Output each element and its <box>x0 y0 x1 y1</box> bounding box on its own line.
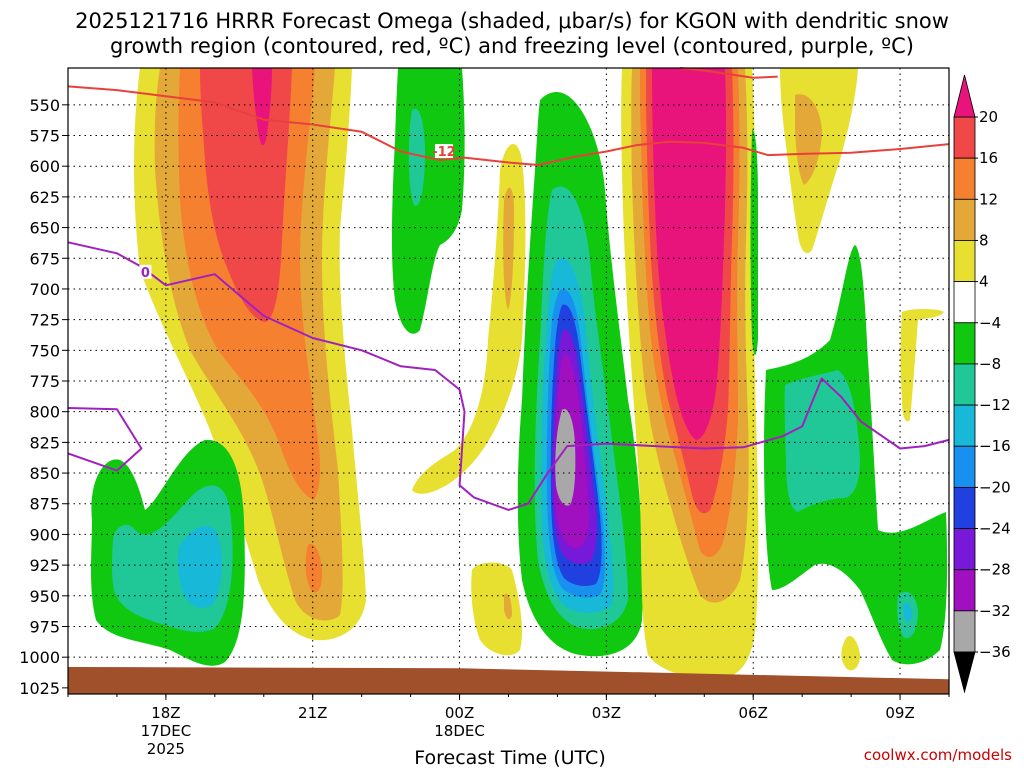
contour-line <box>67 85 950 166</box>
colorbar-swatch <box>953 569 976 612</box>
y-tick-label: 600 <box>29 157 60 176</box>
contour-label-red: -12 <box>432 145 456 160</box>
contour-lines: -12 0 <box>67 67 950 511</box>
chart-title: 2025121716 HRRR Forecast Omega (shaded, … <box>75 9 949 58</box>
omega-band-8-low <box>504 593 512 620</box>
contour-line <box>679 67 778 79</box>
colorbar-label: −36 <box>979 643 1011 661</box>
terrain-fill <box>68 666 949 694</box>
colorbar-label: 8 <box>979 231 989 249</box>
omega-shading <box>91 68 948 679</box>
title-line-1: 2025121716 HRRR Forecast Omega (shaded, … <box>75 9 949 33</box>
y-tick-label: 975 <box>29 617 60 636</box>
x-tick-label: 03Z <box>592 704 621 722</box>
omega-band-neg8-right <box>784 370 860 512</box>
colorbar-swatch <box>953 281 976 324</box>
y-tick-label: 1025 <box>19 679 60 698</box>
colorbar-over-arrow <box>953 74 976 118</box>
colorbar-swatch <box>953 404 976 447</box>
colorbar-label: 4 <box>979 273 989 291</box>
contour-line <box>67 407 143 472</box>
omega-band-8-farright <box>795 94 822 185</box>
colorbar-label: −4 <box>979 314 1001 332</box>
title-line-2: growth region (contoured, red, ºC) and f… <box>110 34 914 58</box>
x-tick-year: 2025 <box>147 740 185 758</box>
colorbar-swatch <box>953 610 976 653</box>
colorbar-label: −16 <box>979 437 1011 455</box>
y-tick-label: 775 <box>29 372 60 391</box>
colorbar-label: −8 <box>979 355 1001 373</box>
contour-label-bg <box>434 144 453 159</box>
omega-band-12-lower <box>305 544 322 593</box>
y-tick-label: 1000 <box>19 648 60 667</box>
omega-band-16 <box>200 68 292 322</box>
y-tick-label: 550 <box>29 96 60 115</box>
y-tick-label: 900 <box>29 525 60 544</box>
omega-band-20-right <box>652 68 727 440</box>
omega-band-neg32-core <box>555 409 576 506</box>
grid-lines <box>68 68 949 694</box>
contour-label-bg <box>139 264 152 279</box>
omega-band-neg4-stick <box>750 129 758 355</box>
colorbar-label: 16 <box>979 149 998 167</box>
x-tick-date: 17DEC <box>141 722 192 740</box>
colorbar-swatch <box>953 198 976 241</box>
contour-line <box>67 241 950 511</box>
y-tick-label: 875 <box>29 495 60 514</box>
y-tick-label: 925 <box>29 556 60 575</box>
omega-band-neg8-mid <box>408 108 425 206</box>
y-tick-label: 800 <box>29 403 60 422</box>
omega-band-20 <box>252 68 272 146</box>
colorbar-swatch <box>953 528 976 571</box>
colorbar-label: −24 <box>979 520 1011 538</box>
y-tick-label: 575 <box>29 127 60 146</box>
colorbar-swatch <box>953 322 976 365</box>
omega-band-4-stick <box>900 309 944 422</box>
x-tick-label: 00Z <box>445 704 474 722</box>
colorbar-swatch <box>953 157 976 200</box>
colorbar-under-arrow <box>953 651 976 694</box>
y-tick-label: 650 <box>29 219 60 238</box>
omega-band-neg12-right-low <box>903 603 912 622</box>
y-tick-label: 750 <box>29 341 60 360</box>
omega-band-4-strip <box>412 143 526 494</box>
x-tick-date: 18DEC <box>434 722 485 740</box>
y-tick-label: 825 <box>29 433 60 452</box>
contour-label-purple: 0 <box>141 266 150 281</box>
colorbar-swatch <box>953 240 976 283</box>
omega-band-8-strip <box>503 187 514 310</box>
x-tick-label: 18Z <box>151 704 180 722</box>
y-axis-ticks: 550 575 600 625 650 675 700 725 750 775 800 825 850 8… <box>19 96 68 698</box>
y-tick-label: 725 <box>29 311 60 330</box>
colorbar-label: −32 <box>979 602 1011 620</box>
colorbar-label: −12 <box>979 396 1011 414</box>
x-axis-label: Forecast Time (UTC) <box>414 747 605 768</box>
plot-area: -12 0 <box>67 67 950 695</box>
x-tick-label: 09Z <box>885 704 914 722</box>
y-tick-label: 700 <box>29 280 60 299</box>
colorbar-swatch <box>953 445 976 488</box>
y-tick-label: 675 <box>29 249 60 268</box>
colorbar-swatch <box>953 486 976 529</box>
terrain-ground <box>68 666 949 694</box>
x-tick-label: 06Z <box>739 704 768 722</box>
omega-band-neg12-left <box>177 525 222 608</box>
y-tick-label: 625 <box>29 188 60 207</box>
credit-text: coolwx.com/models <box>864 746 1012 764</box>
omega-band-4-blob <box>841 635 860 671</box>
colorbar-swatch <box>953 116 976 159</box>
colorbar-label: 12 <box>979 190 998 208</box>
omega-band-4-low <box>471 562 523 656</box>
colorbar-label: 20 <box>979 108 998 126</box>
colorbar-swatch <box>953 363 976 406</box>
colorbar: 20 16 12 8 4 −4 −8 −12 −16 −20 −24 −28 −32 −36 <box>953 74 1011 694</box>
colorbar-label: −28 <box>979 561 1011 579</box>
colorbar-label: −20 <box>979 478 1011 496</box>
y-tick-label: 950 <box>29 587 60 606</box>
y-tick-label: 850 <box>29 464 60 483</box>
x-tick-label: 21Z <box>298 704 327 722</box>
